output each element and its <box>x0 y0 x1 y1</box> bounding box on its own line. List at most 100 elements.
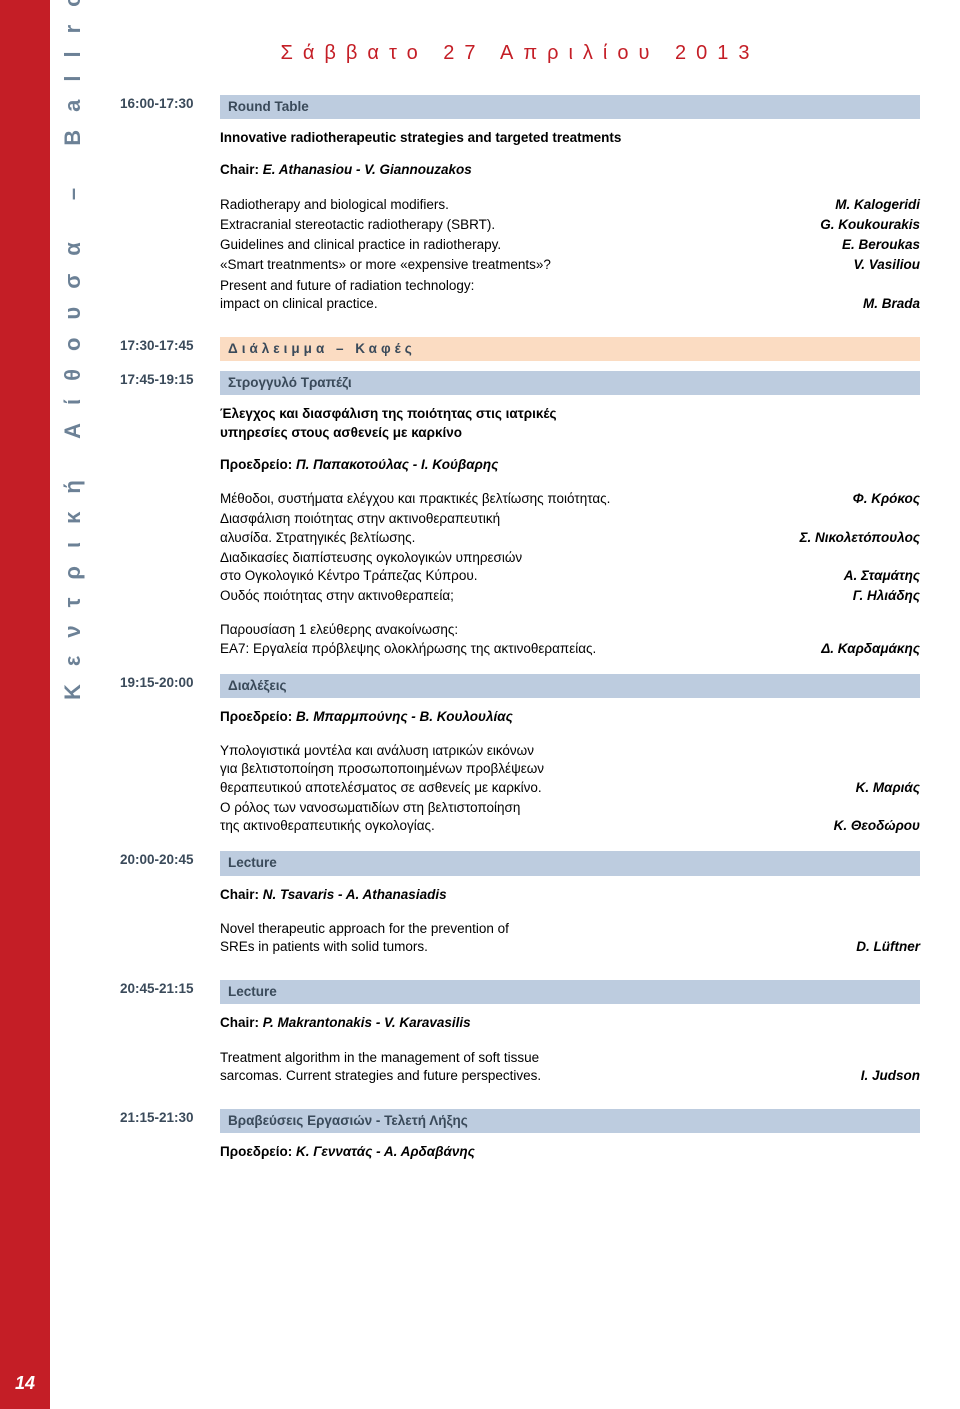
time-slot: 16:00-17:30 <box>120 95 220 129</box>
chair-names: E. Athanasiou - V. Giannouzakos <box>263 162 472 177</box>
chair-label: Chair: <box>220 887 263 902</box>
talk-author: Γ. Ηλιάδης <box>853 587 920 605</box>
session-chair: Chair: P. Makrantonakis - V. Karavasilis <box>220 1014 920 1032</box>
talk-text-line: Novel therapeutic approach for the preve… <box>220 920 920 938</box>
time-slot: 19:15-20:00 <box>120 674 220 708</box>
talk-text: Ουδός ποιότητας στην ακτινοθεραπεία; <box>220 587 853 605</box>
talk-text-line: Ο ρόλος των νανοσωματιδίων στη βελτιστοπ… <box>220 799 920 817</box>
talk-text: «Smart treatnments» or more «expensive t… <box>220 256 853 274</box>
session-chair: Προεδρείο: Β. Μπαρμπούνης - Β. Κουλουλία… <box>220 708 920 726</box>
session-5-header: 20:45-21:15 Lecture <box>120 980 920 1014</box>
break-row: 17:30-17:45 Διάλειμμα – Καφές <box>120 337 920 371</box>
talk-author: Δ. Καρδαμάκης <box>821 640 920 658</box>
session-5-body: Chair: P. Makrantonakis - V. Karavasilis… <box>220 1014 920 1085</box>
talk-item: αλυσίδα. Στρατηγικές βελτίωσης.Σ. Νικολε… <box>220 529 920 547</box>
chair-names: Κ. Γεννατάς - Α. Αρδαβάνης <box>296 1144 475 1159</box>
side-room-label: Κεντρική Αίθουσα – Ballroom III <box>58 0 88 700</box>
session-2-body: Έλεγχος και διασφάλιση της ποιότητας στι… <box>220 405 920 657</box>
talk-item: impact on clinical practice.M. Brada <box>220 295 920 313</box>
talk-item: Guidelines and clinical practice in radi… <box>220 236 920 254</box>
talk-item: θεραπευτικού αποτελέσματος σε ασθενείς μ… <box>220 779 920 797</box>
talk-text-line: Διαδικασίες διαπίστευσης ογκολογικών υπη… <box>220 549 920 567</box>
talk-item: ΕΑ7: Εργαλεία πρόβλεψης ολοκλήρωσης της … <box>220 640 920 658</box>
session-chair: Chair: N. Tsavaris - A. Athanasiadis <box>220 886 920 904</box>
break-bar: Διάλειμμα – Καφές <box>220 337 920 361</box>
talk-text: Radiotherapy and biological modifiers. <box>220 196 835 214</box>
session-4-header: 20:00-20:45 Lecture <box>120 851 920 885</box>
session-bar: Round Table <box>220 95 920 119</box>
talk-author: M. Kalogeridi <box>835 196 920 214</box>
talk-text-line: Υπολογιστικά μοντέλα και ανάλυση ιατρικώ… <box>220 742 920 760</box>
chair-label: Chair: <box>220 1015 263 1030</box>
session-3-body: Προεδρείο: Β. Μπαρμπούνης - Β. Κουλουλία… <box>220 708 920 835</box>
talk-text: θεραπευτικού αποτελέσματος σε ασθενείς μ… <box>220 779 856 797</box>
talk-item: Radiotherapy and biological modifiers.M.… <box>220 196 920 214</box>
chair-names: P. Makrantonakis - V. Karavasilis <box>263 1015 471 1030</box>
session-6-header: 21:15-21:30 Βραβεύσεις Εργασιών - Τελετή… <box>120 1109 920 1143</box>
talk-author: Α. Σταμάτης <box>844 567 920 585</box>
chair-label: Προεδρείο: <box>220 457 296 472</box>
session-bar: Διαλέξεις <box>220 674 920 698</box>
content-area: Σάββατο 27 Απριλίου 2013 16:00-17:30 Rou… <box>120 40 920 1178</box>
talk-text: αλυσίδα. Στρατηγικές βελτίωσης. <box>220 529 800 547</box>
session-bar: Βραβεύσεις Εργασιών - Τελετή Λήξης <box>220 1109 920 1133</box>
talk-item: Extracranial stereotactic radiotherapy (… <box>220 216 920 234</box>
session-1-header: 16:00-17:30 Round Table <box>120 95 920 129</box>
chair-names: N. Tsavaris - A. Athanasiadis <box>263 887 447 902</box>
talk-item: sarcomas. Current strategies and future … <box>220 1067 920 1085</box>
talk-text: Μέθοδοι, συστήματα ελέγχου και πρακτικές… <box>220 490 853 508</box>
talk-author: D. Lüftner <box>856 938 920 956</box>
talk-author: Φ. Κρόκος <box>853 490 920 508</box>
talk-author: Σ. Νικολετόπουλος <box>800 529 920 547</box>
session-chair: Προεδρείο: Π. Παπακοτούλας - Ι. Κούβαρης <box>220 456 920 474</box>
page-title: Σάββατο 27 Απριλίου 2013 <box>120 40 920 67</box>
red-stripe <box>0 0 50 1409</box>
talk-item: «Smart treatnments» or more «expensive t… <box>220 256 920 274</box>
talk-text: ΕΑ7: Εργαλεία πρόβλεψης ολοκλήρωσης της … <box>220 640 821 658</box>
session-bar: Lecture <box>220 851 920 875</box>
time-slot: 21:15-21:30 <box>120 1109 220 1143</box>
session-title: Έλεγχος και διασφάλιση της ποιότητας στι… <box>220 405 920 441</box>
talk-author: G. Koukourakis <box>820 216 920 234</box>
title-line: υπηρεσίες στους ασθενείς με καρκίνο <box>220 425 462 440</box>
session-chair: Chair: E. Athanasiou - V. Giannouzakos <box>220 161 920 179</box>
session-bar: Lecture <box>220 980 920 1004</box>
talk-item: στο Ογκολογικό Κέντρο Τράπεζας Κύπρου.Α.… <box>220 567 920 585</box>
talk-text: SREs in patients with solid tumors. <box>220 938 856 956</box>
talk-item: Ουδός ποιότητας στην ακτινοθεραπεία;Γ. Η… <box>220 587 920 605</box>
free-paper-line: Παρουσίαση 1 ελεύθερης ανακοίνωσης: <box>220 621 920 639</box>
talk-author: V. Vasiliou <box>853 256 920 274</box>
talk-text: Guidelines and clinical practice in radi… <box>220 236 842 254</box>
chair-names: Β. Μπαρμπούνης - Β. Κουλουλίας <box>296 709 513 724</box>
talk-text: impact on clinical practice. <box>220 295 863 313</box>
talk-author: Κ. Θεοδώρου <box>834 817 920 835</box>
talk-author: I. Judson <box>861 1067 920 1085</box>
talk-text-line: Present and future of radiation technolo… <box>220 277 920 295</box>
chair-label: Προεδρείο: <box>220 1144 296 1159</box>
talk-author: M. Brada <box>863 295 920 313</box>
talk-author: Κ. Μαριάς <box>856 779 920 797</box>
session-6-body: Προεδρείο: Κ. Γεννατάς - Α. Αρδαβάνης <box>220 1143 920 1161</box>
page-number: 14 <box>0 1371 50 1395</box>
session-4-body: Chair: N. Tsavaris - A. Athanasiadis Nov… <box>220 886 920 957</box>
chair-label: Προεδρείο: <box>220 709 296 724</box>
time-slot: 20:00-20:45 <box>120 851 220 885</box>
session-2-header: 17:45-19:15 Στρογγυλό Τραπέζι <box>120 371 920 405</box>
time-slot: 17:45-19:15 <box>120 371 220 405</box>
title-line: Έλεγχος και διασφάλιση της ποιότητας στι… <box>220 406 557 421</box>
session-bar: Στρογγυλό Τραπέζι <box>220 371 920 395</box>
talk-text: της ακτινοθεραπευτικής ογκολογίας. <box>220 817 834 835</box>
talk-text: sarcomas. Current strategies and future … <box>220 1067 861 1085</box>
time-slot: 17:30-17:45 <box>120 337 220 371</box>
talk-item: της ακτινοθεραπευτικής ογκολογίας.Κ. Θεο… <box>220 817 920 835</box>
chair-label: Chair: <box>220 162 263 177</box>
talk-text: στο Ογκολογικό Κέντρο Τράπεζας Κύπρου. <box>220 567 844 585</box>
session-chair: Προεδρείο: Κ. Γεννατάς - Α. Αρδαβάνης <box>220 1143 920 1161</box>
chair-names: Π. Παπακοτούλας - Ι. Κούβαρης <box>296 457 498 472</box>
talk-text-line: για βελτιστοποίηση προσωποποιημένων προβ… <box>220 760 920 778</box>
talk-text-line: Treatment algorithm in the management of… <box>220 1049 920 1067</box>
talk-text-line: Διασφάλιση ποιότητας στην ακτινοθεραπευτ… <box>220 510 920 528</box>
talk-text: Extracranial stereotactic radiotherapy (… <box>220 216 820 234</box>
time-slot: 20:45-21:15 <box>120 980 220 1014</box>
session-3-header: 19:15-20:00 Διαλέξεις <box>120 674 920 708</box>
